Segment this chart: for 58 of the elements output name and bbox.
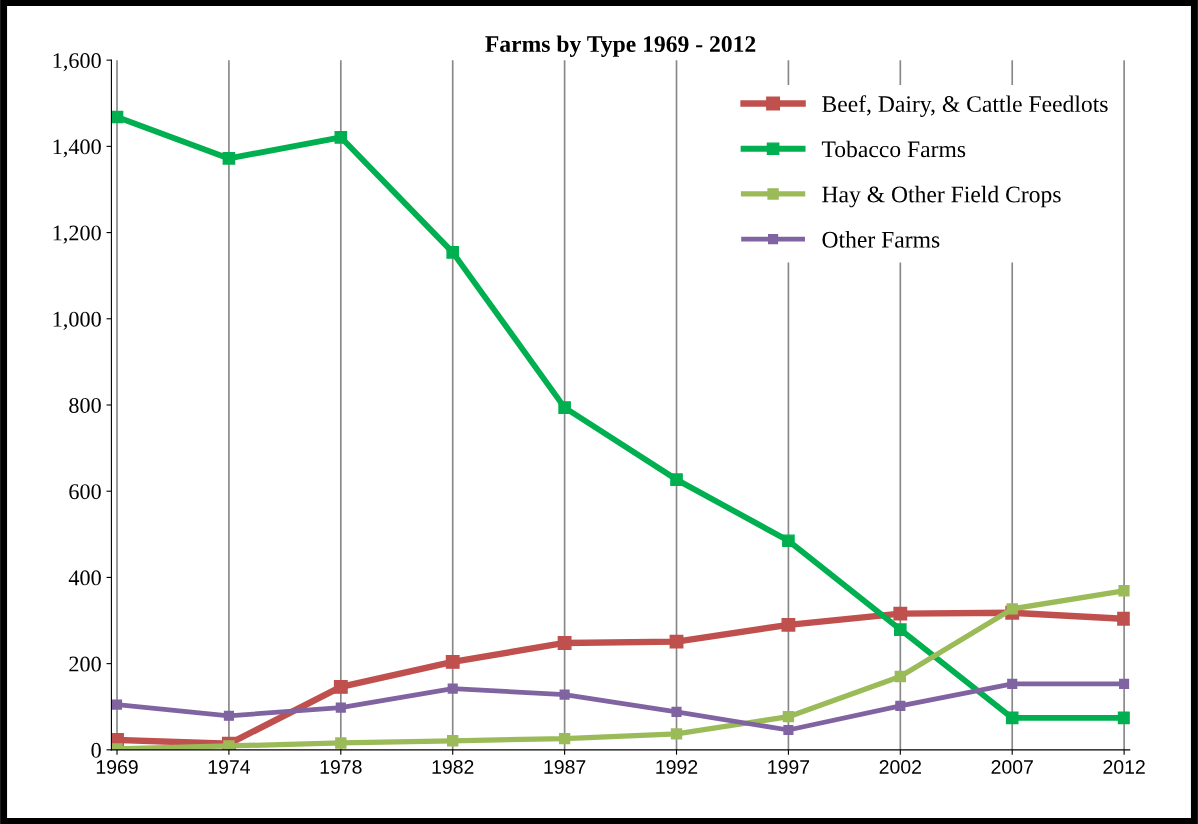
point: [782, 534, 795, 548]
y-tick-label: 400: [68, 570, 101, 586]
point: [1117, 611, 1130, 626]
point: [783, 724, 794, 736]
legend-label: Hay & Other Field Crops: [822, 185, 1061, 208]
point: [1118, 585, 1130, 597]
x-tick-label: 2002: [879, 760, 921, 774]
x-tick-label: 1997: [768, 760, 810, 774]
y-tick-label: 1,000: [53, 311, 101, 330]
point: [559, 689, 570, 700]
point: [558, 732, 571, 745]
point: [446, 246, 460, 259]
point: [111, 699, 123, 710]
point: [222, 152, 236, 165]
point: [1005, 711, 1019, 725]
point: [335, 702, 346, 713]
point: [445, 654, 460, 669]
point: [335, 737, 347, 749]
point: [1119, 678, 1130, 689]
point: [558, 401, 571, 414]
point: [1006, 603, 1018, 615]
point: [671, 706, 682, 717]
point: [1007, 678, 1018, 689]
point: [895, 700, 906, 711]
y-tick-label: 600: [69, 484, 101, 500]
y-tick-label: 200: [69, 656, 101, 672]
point: [557, 635, 572, 650]
point: [334, 130, 348, 144]
point: [223, 740, 235, 750]
x-tick-label: 1992: [656, 760, 698, 774]
x-tick-label: 1978: [320, 760, 362, 774]
y-tick-label: 800: [69, 397, 101, 413]
point: [893, 623, 907, 636]
point: [670, 473, 683, 486]
point: [894, 670, 907, 683]
x-tick-label: 2007: [991, 760, 1033, 774]
point: [223, 710, 234, 721]
point: [781, 617, 796, 632]
y-tick-label: 1,600: [53, 53, 101, 72]
y-tick-label: 0: [91, 742, 101, 758]
point: [893, 606, 908, 621]
chart-title: Farms by Type 1969 - 2012: [485, 35, 756, 57]
legend-label: Beef, Dairy, & Cattle Feedlots: [822, 95, 1108, 117]
y-tick-label: 1,200: [53, 225, 101, 244]
point: [782, 710, 795, 723]
point: [447, 735, 459, 747]
x-tick-label: 1974: [208, 760, 250, 774]
x-tick-label: 2012: [1103, 760, 1145, 774]
legend-label: Other Farms: [822, 231, 940, 248]
point: [333, 679, 348, 694]
x-tick-label: 1969: [96, 760, 138, 774]
y-tick-label: 1,400: [53, 139, 101, 158]
point: [670, 728, 683, 740]
legend-label: Tobacco Farms: [821, 140, 966, 158]
x-tick-label: 1982: [432, 760, 474, 774]
point: [447, 683, 458, 694]
point: [669, 634, 684, 649]
x-tick-label: 1987: [544, 760, 586, 774]
